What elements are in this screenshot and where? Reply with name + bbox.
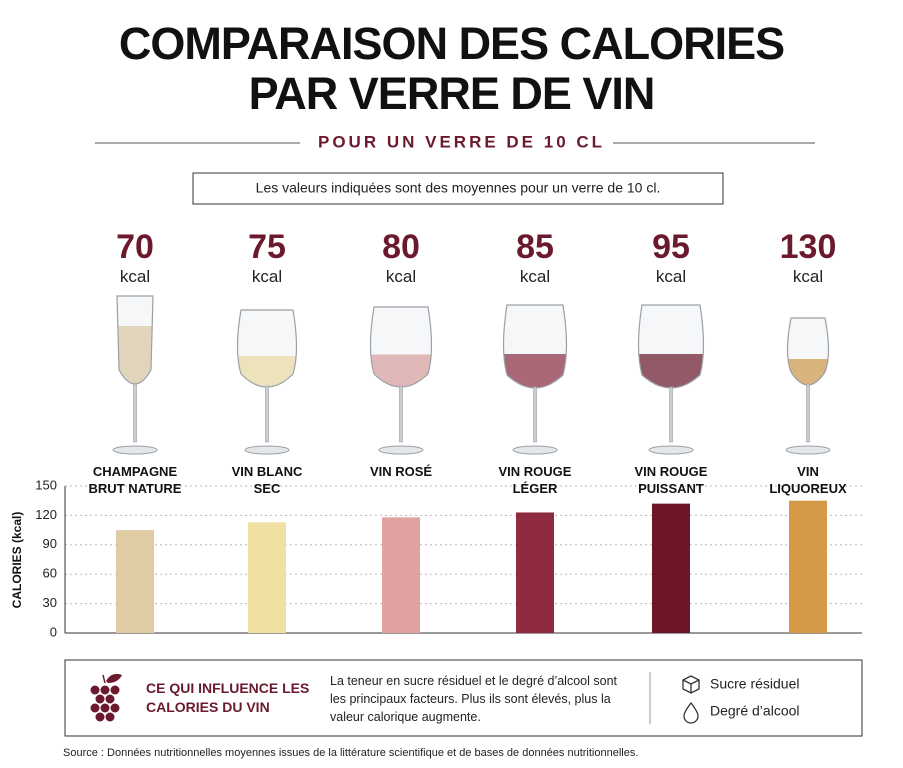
kcal-value: 85 (516, 228, 554, 266)
kcal-unit: kcal (251, 267, 283, 286)
kcal-unit: kcal (385, 267, 417, 286)
glass-bowl (637, 304, 705, 389)
legend-label: Degré d’alcool (710, 703, 800, 719)
legend-label: Sucre résiduel (710, 676, 800, 692)
glass-stem (133, 383, 137, 443)
title: COMPARAISON DES CALORIES (118, 18, 785, 69)
kcal-value: 80 (382, 228, 420, 266)
category-label: CHAMPAGNE BRUT NATURE (88, 464, 182, 496)
glass-foot (244, 445, 290, 455)
kcal-value: 130 (779, 228, 837, 266)
glass-foot (378, 445, 424, 455)
source: Source : Données nutritionnelles moyenne… (63, 747, 638, 759)
note: Les valeurs indiquées sont des moyennes … (256, 180, 661, 196)
y-tick-label: 150 (35, 477, 57, 492)
info-text: La teneur en sucre résiduel et le degré … (330, 674, 617, 724)
kcal-value: 70 (116, 228, 154, 266)
category-label: VIN BLANC SEC (231, 464, 303, 496)
category-label: VIN ROUGE LÉGER (498, 464, 572, 496)
glass-bowl (786, 317, 830, 386)
category-label: VIN ROUGE PUISSANT (634, 464, 708, 496)
bar (248, 522, 286, 633)
note-box (192, 172, 724, 205)
glass-stem (669, 386, 673, 443)
bar (789, 500, 827, 633)
drop-icon (683, 701, 699, 724)
bar (382, 517, 420, 633)
glass-bowl (502, 304, 568, 389)
glass-bowl (236, 309, 298, 388)
cube-icon (682, 675, 700, 694)
y-tick-label: 30 (43, 595, 57, 610)
kcal-unit: kcal (519, 267, 551, 286)
y-tick-label: 120 (35, 507, 57, 522)
bar (116, 530, 154, 633)
glass-stem (265, 385, 269, 443)
bar (516, 512, 554, 633)
glass-bowl (116, 295, 154, 385)
grape-icon (90, 673, 122, 722)
glass-foot (785, 445, 831, 455)
glass-bowl (369, 306, 433, 388)
kcal-unit: kcal (655, 267, 687, 286)
glass-foot (112, 445, 158, 455)
info-box (64, 659, 863, 737)
glass-stem (533, 386, 537, 443)
category-label: VIN ROSÉ (369, 464, 433, 479)
kcal-unit: kcal (119, 267, 151, 286)
y-tick-label: 0 (50, 624, 57, 639)
kcal-unit: kcal (792, 267, 824, 286)
title: PAR VERRE DE VIN (248, 68, 656, 119)
kcal-value: 95 (652, 228, 690, 266)
bar (652, 503, 690, 633)
y-tick-label: 60 (43, 566, 57, 581)
glass-foot (512, 445, 558, 455)
kcal-value: 75 (248, 228, 286, 266)
info-heading: CE QUI INFLUENCE LES CALORIES DU VIN (146, 680, 310, 715)
glass-foot (648, 445, 694, 455)
y-tick-label: 90 (43, 536, 57, 551)
glass-stem (806, 383, 810, 443)
subtitle: POUR UN VERRE DE 10 CL (318, 132, 605, 151)
category-label: VIN LIQUOREUX (769, 464, 847, 496)
glass-stem (399, 385, 403, 443)
y-axis-label: CALORIES (kcal) (10, 512, 24, 609)
wine (117, 326, 153, 384)
